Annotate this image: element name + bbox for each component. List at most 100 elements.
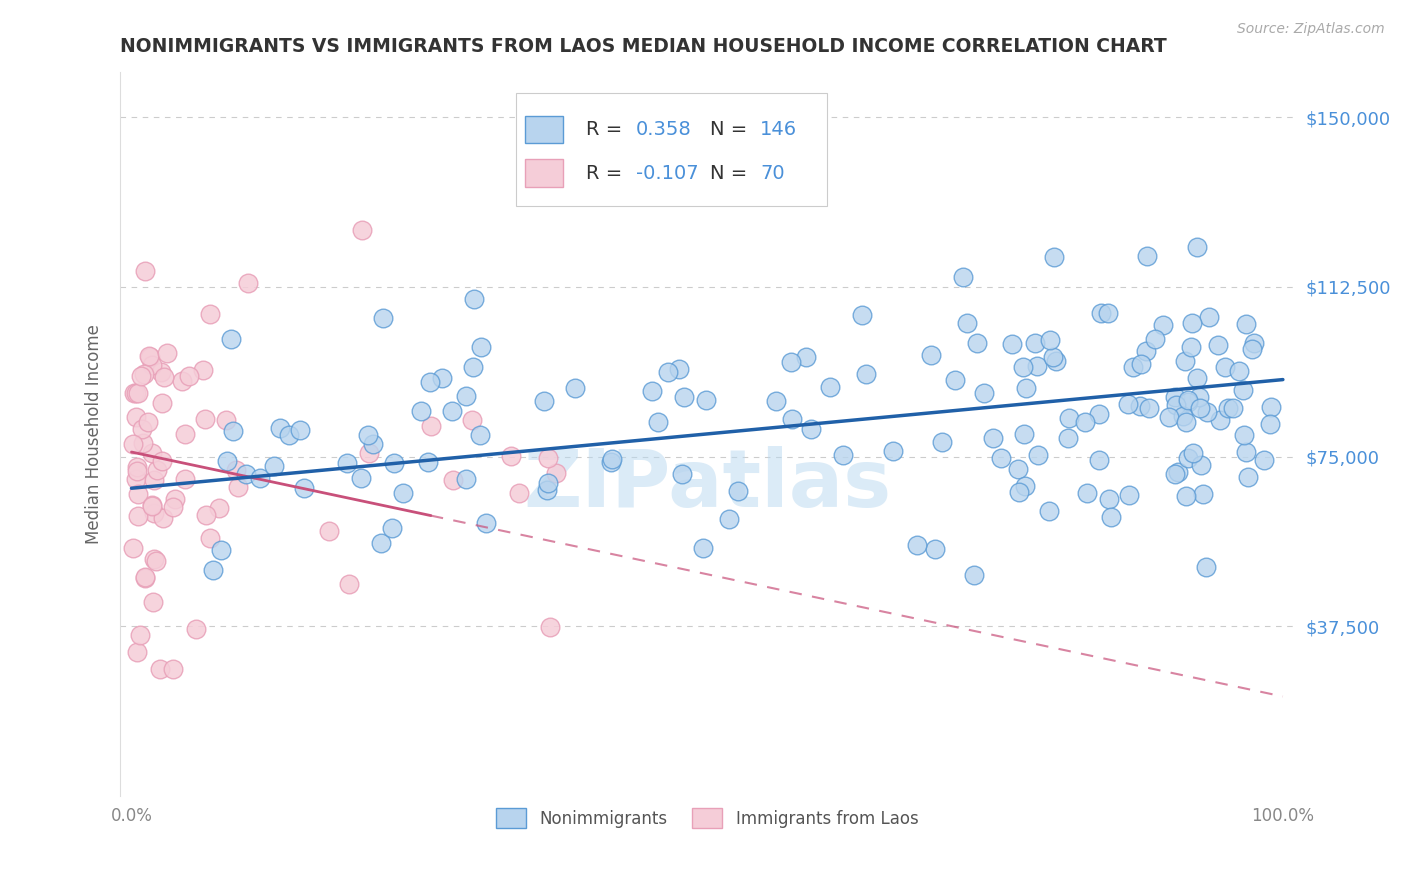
Point (1116, 397, 1139, 411)
Point (544, 467, 567, 481)
Legend: Nonimmigrants, Immigrants from Laos: Nonimmigrants, Immigrants from Laos (489, 801, 925, 835)
Point (499, 449, 522, 463)
Point (981, 432, 1004, 446)
Point (127, 385, 149, 400)
Point (141, 446, 163, 460)
Point (127, 644, 149, 658)
Point (463, 292, 485, 306)
Point (794, 350, 817, 364)
Point (215, 413, 238, 427)
Point (1076, 485, 1098, 500)
Point (470, 340, 492, 354)
Point (1177, 394, 1199, 409)
Text: N =: N = (710, 163, 754, 183)
Point (222, 424, 245, 438)
Point (1237, 469, 1260, 483)
Point (1014, 381, 1036, 395)
Point (461, 359, 484, 374)
Point (1074, 415, 1097, 429)
Point (1159, 409, 1181, 424)
Point (832, 448, 855, 462)
Point (1197, 405, 1219, 419)
Point (1198, 310, 1220, 325)
Point (191, 363, 214, 377)
Point (920, 348, 942, 362)
Point (1144, 332, 1167, 346)
Point (564, 381, 586, 395)
Point (963, 568, 986, 582)
Point (508, 485, 530, 500)
Point (1135, 344, 1157, 359)
Point (129, 628, 152, 642)
Point (600, 451, 623, 466)
FancyBboxPatch shape (516, 94, 827, 206)
Point (952, 269, 974, 284)
Point (129, 369, 152, 384)
Point (142, 594, 165, 608)
Point (263, 459, 285, 474)
Point (1163, 467, 1185, 481)
Point (142, 473, 165, 487)
Point (179, 369, 201, 384)
Point (318, 524, 340, 538)
Point (141, 498, 163, 512)
Point (350, 471, 373, 485)
Point (146, 463, 169, 477)
Point (718, 512, 741, 526)
Point (966, 335, 988, 350)
Point (537, 451, 560, 466)
Point (142, 506, 165, 520)
Point (973, 385, 995, 400)
Point (152, 511, 174, 525)
Point (174, 427, 197, 442)
Point (1253, 452, 1275, 467)
Point (215, 454, 238, 468)
Text: ZIPatlas: ZIPatlas (523, 446, 891, 524)
Bar (526, 116, 562, 144)
Point (533, 393, 555, 408)
Point (780, 412, 803, 426)
Point (288, 423, 311, 437)
Point (440, 404, 463, 418)
Point (456, 472, 478, 486)
Point (657, 365, 679, 379)
Point (125, 385, 148, 400)
Point (238, 277, 260, 291)
Point (392, 485, 415, 500)
Point (1260, 401, 1282, 415)
Point (201, 563, 224, 577)
Point (174, 471, 197, 485)
Text: N =: N = (710, 120, 754, 139)
Point (1008, 485, 1031, 500)
Point (1129, 357, 1152, 371)
Point (125, 472, 148, 486)
Point (820, 380, 842, 394)
Point (905, 538, 928, 552)
Point (671, 467, 693, 482)
Point (1258, 417, 1281, 432)
Point (1209, 412, 1232, 426)
Point (1057, 432, 1080, 446)
Point (537, 476, 560, 491)
Point (1088, 453, 1111, 467)
Point (1097, 305, 1119, 319)
Point (145, 554, 167, 568)
Point (461, 413, 484, 427)
Point (1038, 504, 1060, 518)
Point (1164, 390, 1187, 404)
Point (269, 421, 291, 435)
Point (131, 436, 153, 450)
Point (1039, 333, 1062, 347)
Point (416, 455, 439, 469)
Point (198, 531, 221, 545)
Point (134, 571, 156, 585)
Point (162, 500, 184, 514)
Point (381, 521, 404, 535)
Point (1227, 364, 1250, 378)
Point (127, 459, 149, 474)
Point (141, 358, 163, 372)
Point (184, 622, 207, 636)
Point (668, 361, 690, 376)
Point (143, 551, 166, 566)
Point (1045, 354, 1067, 368)
